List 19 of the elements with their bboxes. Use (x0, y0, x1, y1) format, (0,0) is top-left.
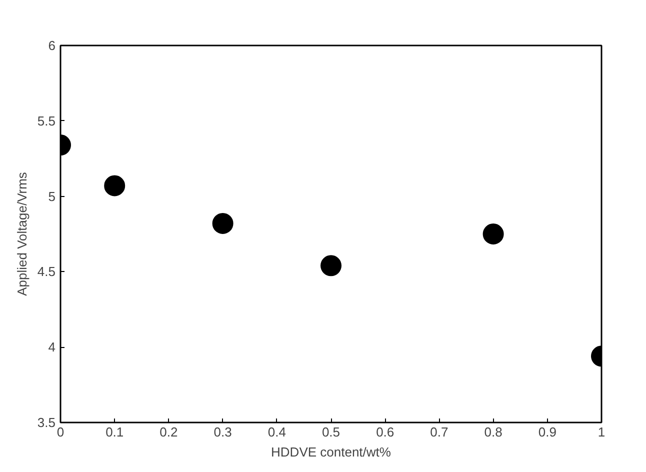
y-tick-label: 3.5 (37, 415, 56, 430)
x-tick-label: 0.8 (484, 424, 502, 440)
y-tick-label: 4.5 (37, 264, 56, 280)
x-tick-label: 0.7 (430, 424, 448, 440)
x-tick-label: 0.9 (538, 424, 556, 440)
y-axis-title: Applied Voltage/Vrms (14, 172, 30, 296)
y-tick-label: 5.5 (37, 113, 56, 128)
x-tick-label: 0.3 (214, 424, 232, 440)
x-tick-label: 0.5 (322, 424, 340, 440)
x-tick-label: 0.2 (160, 424, 178, 440)
x-tick-label: 1 (598, 424, 606, 440)
x-tick-label: 0.4 (268, 424, 286, 440)
x-tick-label: 0.6 (376, 424, 394, 440)
y-tick-label: 6 (48, 38, 56, 53)
y-tick-label: 5 (48, 188, 56, 204)
x-tick-label: 0 (56, 424, 64, 440)
x-tick-label: 0.1 (106, 424, 124, 440)
y-tick-label: 4 (48, 340, 56, 355)
x-axis-title: HDDVE content/wt% (271, 444, 392, 460)
